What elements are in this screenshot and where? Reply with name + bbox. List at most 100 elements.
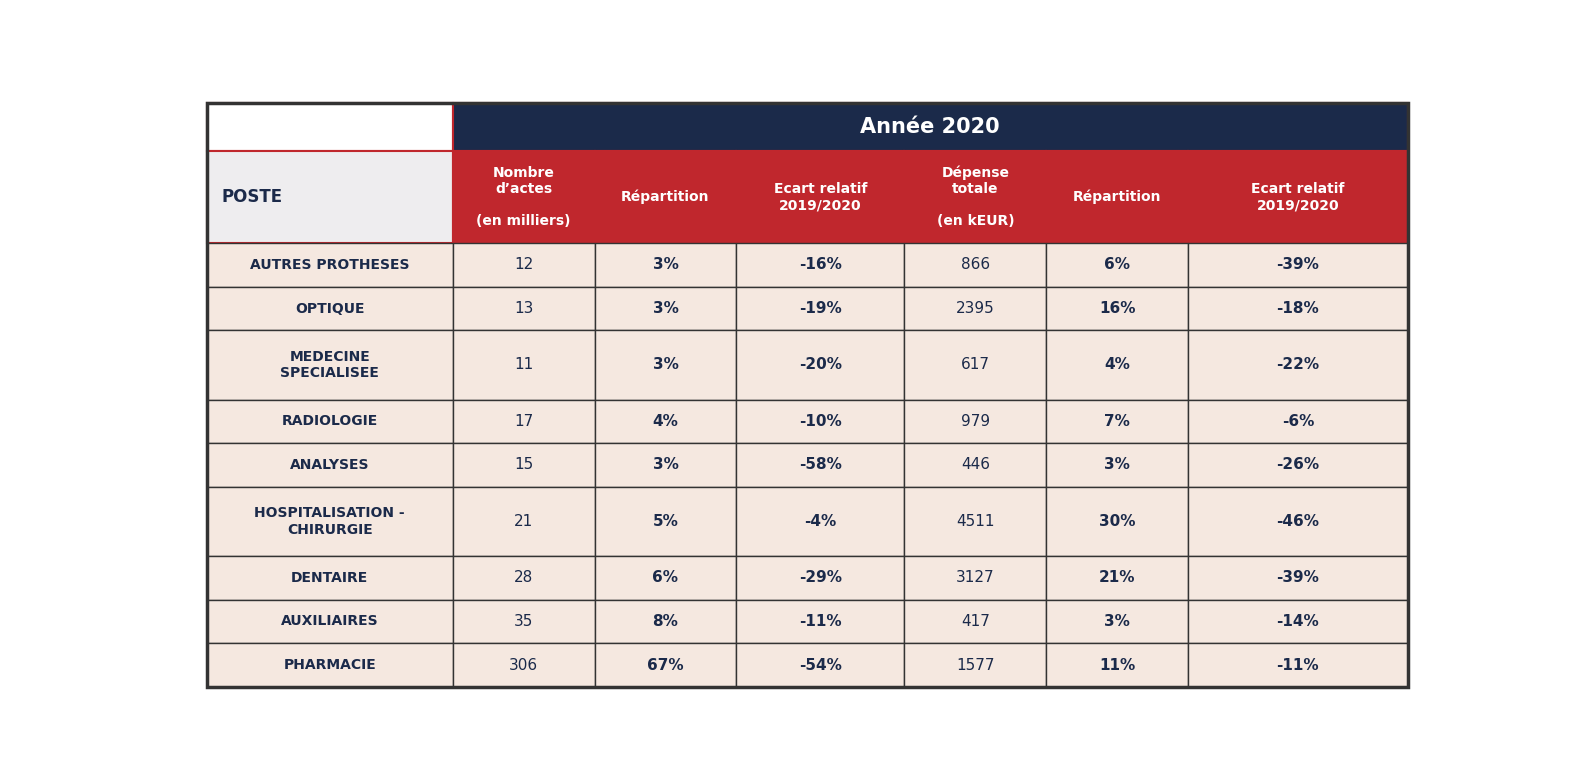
Bar	[206, 644, 454, 687]
Text: 4%: 4%	[1104, 357, 1129, 372]
Bar	[454, 243, 595, 287]
Text: 8%: 8%	[652, 614, 679, 629]
Text: ANALYSES: ANALYSES	[290, 458, 370, 472]
Bar	[737, 443, 904, 487]
Bar	[206, 243, 454, 287]
Text: HOSPITALISATION -
CHIRURGIE: HOSPITALISATION - CHIRURGIE	[255, 506, 405, 536]
Bar	[904, 600, 1046, 644]
Bar	[206, 330, 454, 400]
Text: -29%: -29%	[799, 570, 843, 586]
Bar	[904, 243, 1046, 287]
Text: Ecart relatif
2019/2020: Ecart relatif 2019/2020	[1251, 181, 1345, 212]
Text: -6%: -6%	[1282, 414, 1314, 429]
Text: 3%: 3%	[1104, 457, 1129, 472]
Bar	[737, 556, 904, 600]
Text: 6%: 6%	[652, 570, 679, 586]
Bar	[595, 151, 737, 243]
Bar	[595, 644, 737, 687]
Text: 7%: 7%	[1104, 414, 1129, 429]
Text: OPTIQUE: OPTIQUE	[295, 302, 364, 315]
Bar	[737, 487, 904, 556]
Bar	[595, 443, 737, 487]
Text: 11%: 11%	[1099, 658, 1136, 673]
Bar	[454, 400, 595, 443]
Text: Année 2020: Année 2020	[860, 117, 1000, 137]
Bar	[206, 600, 454, 644]
Text: 6%: 6%	[1104, 257, 1131, 272]
Text: -39%: -39%	[1276, 257, 1320, 272]
Bar	[595, 330, 737, 400]
Text: 446: 446	[961, 457, 989, 472]
Bar	[206, 443, 454, 487]
Text: 35: 35	[513, 614, 534, 629]
Text: -54%: -54%	[799, 658, 841, 673]
Bar	[904, 644, 1046, 687]
Text: 21%: 21%	[1099, 570, 1136, 586]
Bar	[1188, 600, 1408, 644]
Bar	[1188, 151, 1408, 243]
Bar	[595, 556, 737, 600]
Bar	[595, 400, 737, 443]
Text: 617: 617	[961, 357, 989, 372]
Text: 28: 28	[513, 570, 534, 586]
Bar	[454, 103, 1408, 151]
Bar	[454, 600, 595, 644]
Text: AUTRES PROTHESES: AUTRES PROTHESES	[250, 258, 410, 272]
Bar	[1046, 243, 1188, 287]
Bar	[454, 330, 595, 400]
Bar	[454, 556, 595, 600]
Bar	[595, 287, 737, 330]
Text: Répartition: Répartition	[621, 190, 710, 204]
Text: 12: 12	[513, 257, 534, 272]
Bar	[904, 400, 1046, 443]
Bar	[1046, 400, 1188, 443]
Text: Nombre
d’actes

(en milliers): Nombre d’actes (en milliers)	[477, 166, 572, 228]
Text: -14%: -14%	[1276, 614, 1320, 629]
Bar	[737, 400, 904, 443]
Bar	[206, 556, 454, 600]
Bar	[1188, 330, 1408, 400]
Bar	[595, 487, 737, 556]
Text: -11%: -11%	[799, 614, 841, 629]
Text: -26%: -26%	[1276, 457, 1320, 472]
Text: -4%: -4%	[805, 514, 836, 529]
Bar	[1046, 644, 1188, 687]
Bar	[454, 151, 595, 243]
Text: 5%: 5%	[652, 514, 679, 529]
Bar	[454, 644, 595, 687]
Bar	[595, 243, 737, 287]
Text: -19%: -19%	[799, 301, 841, 316]
Text: 866: 866	[961, 257, 991, 272]
Text: MEDECINE
SPECIALISEE: MEDECINE SPECIALISEE	[280, 350, 380, 380]
Bar	[904, 330, 1046, 400]
Bar	[904, 151, 1046, 243]
Bar	[595, 600, 737, 644]
Bar	[454, 443, 595, 487]
Bar	[1188, 487, 1408, 556]
Bar	[206, 151, 454, 243]
Text: 15: 15	[513, 457, 534, 472]
Text: 21: 21	[513, 514, 534, 529]
Bar	[1046, 556, 1188, 600]
Bar	[1046, 487, 1188, 556]
Text: 3127: 3127	[956, 570, 995, 586]
Bar	[1046, 330, 1188, 400]
Bar	[206, 400, 454, 443]
Text: 17: 17	[513, 414, 534, 429]
Bar	[454, 487, 595, 556]
Bar	[1046, 151, 1188, 243]
Bar	[454, 287, 595, 330]
Bar	[737, 600, 904, 644]
Bar	[206, 103, 454, 151]
Text: PHARMACIE: PHARMACIE	[284, 658, 376, 672]
Bar	[737, 330, 904, 400]
Bar	[904, 443, 1046, 487]
Text: 30%: 30%	[1099, 514, 1136, 529]
Text: -22%: -22%	[1276, 357, 1320, 372]
Bar	[737, 644, 904, 687]
Text: 3%: 3%	[1104, 614, 1129, 629]
Text: -18%: -18%	[1276, 301, 1320, 316]
Bar	[737, 287, 904, 330]
Text: POSTE: POSTE	[221, 188, 282, 206]
Text: -58%: -58%	[799, 457, 841, 472]
